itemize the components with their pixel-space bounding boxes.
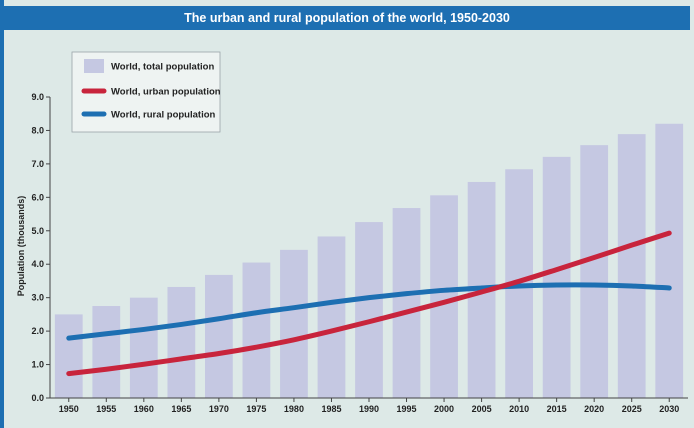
legend-label: World, total population <box>111 62 214 73</box>
x-tick-label: 2010 <box>509 404 529 414</box>
bar-total-1950 <box>54 314 83 398</box>
legend-label: World, rural population <box>111 110 216 121</box>
bar-total-1965 <box>167 286 196 398</box>
x-tick-label: 1985 <box>321 404 341 414</box>
x-tick-label: 1960 <box>134 404 154 414</box>
lines-layer <box>66 230 672 377</box>
y-tick-label: 3.0 <box>31 293 44 303</box>
chart-title: The urban and rural population of the wo… <box>4 6 690 30</box>
y-tick-label: 2.0 <box>31 326 44 336</box>
x-tick-label: 1970 <box>209 404 229 414</box>
axes-layer: 0.0 1.0 2.0 3.0 4.0 5.0 6.0 7.0 8.0 9.0 1950 1955 19… <box>31 92 688 414</box>
x-tick-label: 2025 <box>622 404 642 414</box>
bar-total-2015 <box>542 156 571 398</box>
bar-total-1975 <box>242 262 271 398</box>
y-tick-label: 7.0 <box>31 159 44 169</box>
bar-total-1955 <box>92 306 121 398</box>
x-tick-label: 2020 <box>584 404 604 414</box>
bar-total-1995 <box>392 208 421 398</box>
bar-total-1960 <box>129 297 158 398</box>
x-tick-label: 1995 <box>397 404 417 414</box>
rural-population-line <box>66 282 672 341</box>
y-tick-label: 1.0 <box>31 360 44 370</box>
bars-layer <box>54 123 684 398</box>
x-tick-label: 2005 <box>472 404 492 414</box>
bar-total-1980 <box>280 249 308 398</box>
y-tick-label: 4.0 <box>31 259 44 269</box>
bar-total-2000 <box>430 195 458 398</box>
bar-total-1985 <box>317 236 346 398</box>
x-tick-label: 2030 <box>659 404 679 414</box>
bar-total-2030 <box>655 123 684 398</box>
bar-total-1970 <box>204 274 233 398</box>
legend-label: World, urban population <box>111 87 221 98</box>
x-tick-label: 2000 <box>434 404 454 414</box>
legend-box: World, total population World, urban popu… <box>71 51 221 133</box>
y-tick-label: 9.0 <box>31 92 44 102</box>
x-tick-label: 1980 <box>284 404 304 414</box>
bar-total-2020 <box>580 145 609 398</box>
x-tick-label: 1950 <box>59 404 79 414</box>
y-tick-label: 6.0 <box>31 192 44 202</box>
x-tick-label: 1975 <box>246 404 266 414</box>
x-tick-label: 1965 <box>171 404 191 414</box>
y-tick-label: 0.0 <box>31 393 44 403</box>
x-tick-label: 2015 <box>547 404 567 414</box>
bar-total-2025 <box>617 134 646 398</box>
legend-swatch-total <box>84 59 104 73</box>
x-tick-label: 1955 <box>96 404 116 414</box>
y-tick-label: 5.0 <box>31 226 44 236</box>
x-tick-label: 1990 <box>359 404 379 414</box>
y-tick-label: 8.0 <box>31 125 44 135</box>
bar-total-1990 <box>355 222 383 398</box>
y-axis-label: Population (thousands) <box>16 196 26 297</box>
urban-population-line <box>66 230 672 377</box>
